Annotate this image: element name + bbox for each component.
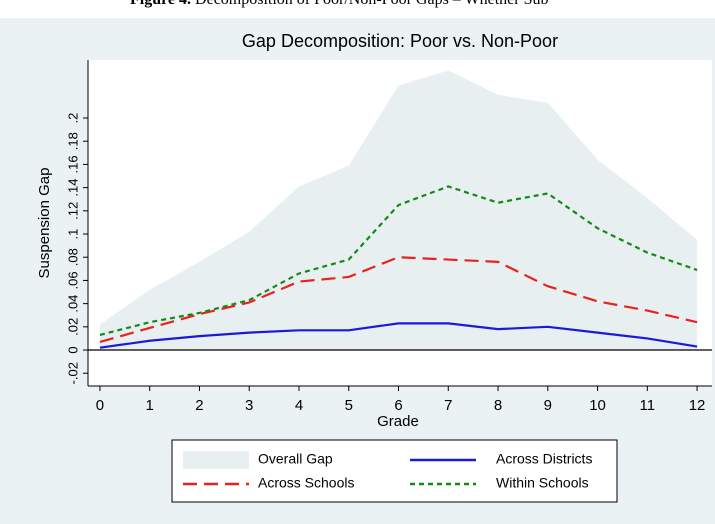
x-tick-label: 7	[444, 397, 452, 414]
y-tick-label: .18	[65, 132, 80, 150]
y-tick-label: .08	[65, 248, 80, 266]
x-tick-label: 4	[295, 397, 303, 414]
legend-label: Within Schools	[496, 475, 589, 491]
x-tick-label: 3	[245, 397, 253, 414]
legend-label: Across Schools	[258, 475, 354, 491]
caption: Figure 4. Decomposition of Poor/Non-Poor…	[130, 0, 548, 9]
x-tick-label: 0	[96, 397, 104, 414]
line	[99, 322, 698, 349]
y-axis-title: Suspension Gap	[36, 168, 53, 279]
legend	[171, 439, 618, 503]
x-tick-label: 8	[494, 397, 502, 414]
x-tick-label: 1	[146, 397, 154, 414]
line	[99, 185, 698, 337]
y-tick-label: .02	[65, 318, 80, 336]
y-tick-label: .2	[65, 113, 80, 124]
x-axis-title: Grade	[377, 413, 419, 430]
legend-swatch	[183, 451, 249, 469]
x-tick-label: 11	[640, 397, 656, 414]
x-tick-label: 10	[589, 397, 606, 414]
x-tick-label: 6	[394, 397, 402, 414]
y-tick-label: .1	[65, 229, 80, 240]
y-tick-label: .12	[65, 202, 80, 220]
y-tick-label: .06	[65, 271, 80, 289]
caption-text: Decomposition of Poor/Non-Poor Gaps – Wh…	[195, 0, 548, 8]
x-tick-label: 9	[544, 397, 552, 414]
x-tick-label: 5	[345, 397, 353, 414]
x-tick-label: 2	[195, 397, 203, 414]
x-tick-label: 12	[689, 397, 706, 414]
area	[99, 70, 698, 351]
legend-label: Overall Gap	[258, 451, 333, 467]
y-tick-label: 0	[65, 346, 80, 353]
y-tick-label: .04	[65, 295, 80, 313]
y-tick-label: .16	[65, 155, 80, 173]
y-tick-label: .14	[65, 179, 80, 197]
legend-label: Across Districts	[496, 451, 592, 467]
chart-title: Gap Decomposition: Poor vs. Non-Poor	[242, 31, 558, 51]
y-tick-label: -.02	[65, 362, 80, 384]
caption-label: Figure 4.	[130, 0, 191, 8]
